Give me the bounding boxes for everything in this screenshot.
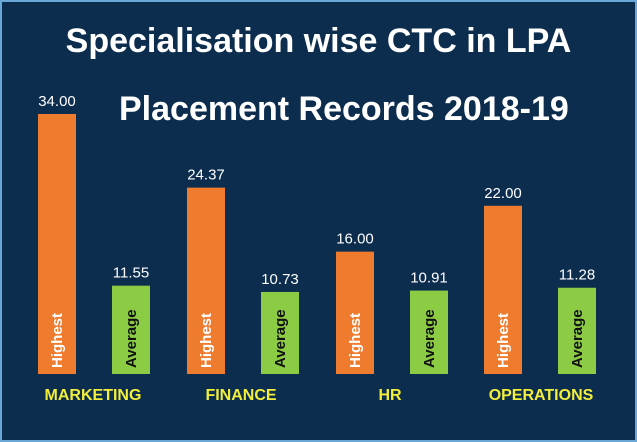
bar-hr-highest [336, 251, 374, 374]
bar-series-label-operations-highest: Highest [495, 313, 512, 368]
category-label-finance: FINANCE [205, 387, 276, 404]
bar-finance-highest [187, 187, 225, 374]
category-label-operations: OPERATIONS [489, 387, 594, 404]
value-label-hr-average: 10.91 [410, 270, 448, 287]
bar-series-label-marketing-average: Average [123, 309, 140, 368]
chart-title: Specialisation wise CTC in LPA [65, 22, 572, 60]
value-label-hr-highest: 16.00 [336, 231, 374, 248]
bar-operations-average [558, 287, 596, 374]
value-label-marketing-average: 11.55 [113, 265, 149, 282]
value-label-marketing-highest: 34.00 [38, 93, 76, 110]
bar-operations-highest [484, 205, 522, 374]
bar-finance-average [261, 291, 299, 374]
value-label-finance-highest: 24.37 [187, 167, 225, 184]
category-label-hr: HR [378, 387, 402, 404]
value-label-operations-average: 11.28 [559, 267, 595, 284]
bar-series-label-hr-average: Average [421, 309, 438, 368]
category-label-marketing: MARKETING [45, 387, 142, 404]
bar-series-label-finance-highest: Highest [198, 313, 215, 368]
value-label-operations-highest: 22.00 [484, 185, 522, 202]
bar-series-label-hr-highest: Highest [347, 313, 364, 368]
bar-marketing-highest [38, 114, 76, 374]
bar-series-label-marketing-highest: Highest [49, 313, 66, 368]
chart-subtitle: Placement Records 2018-19 [119, 90, 569, 128]
bar-hr-average [410, 290, 448, 374]
bar-series-label-operations-average: Average [569, 309, 586, 368]
bar-marketing-average [112, 285, 150, 374]
value-label-finance-average: 10.73 [261, 271, 299, 288]
bar-series-label-finance-average: Average [272, 309, 289, 368]
